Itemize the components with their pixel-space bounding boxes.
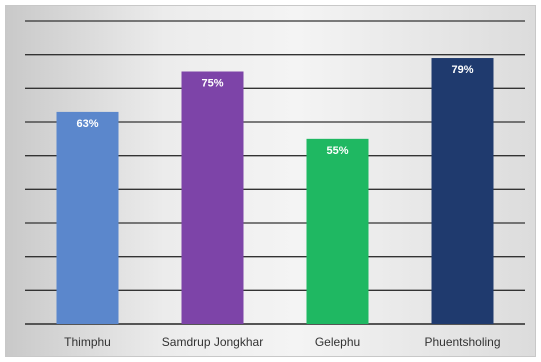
bar-chart: 63% 75% 55% 79% Thimphu Samdrup Jongkhar Gele… [25, 20, 525, 349]
bar-thimphu [56, 111, 119, 325]
data-label: 55% [326, 145, 348, 157]
x-tick-label: Thimphu [64, 335, 111, 349]
x-tick-labels: Thimphu Samdrup Jongkhar Gelephu Phuentshol… [64, 335, 500, 349]
bar-samdrup-jongkhar [181, 71, 244, 324]
bar-gelephu [306, 138, 369, 324]
bars [56, 58, 494, 325]
x-tick-label: Gelephu [315, 335, 360, 349]
data-labels: 63% 75% 55% 79% [76, 64, 473, 157]
x-tick-label: Phuentsholing [424, 335, 500, 349]
data-label: 75% [201, 78, 223, 90]
x-tick-label: Samdrup Jongkhar [162, 335, 263, 349]
bar-phuentsholing [431, 58, 494, 325]
data-label: 63% [76, 118, 98, 130]
data-label: 79% [451, 64, 473, 76]
